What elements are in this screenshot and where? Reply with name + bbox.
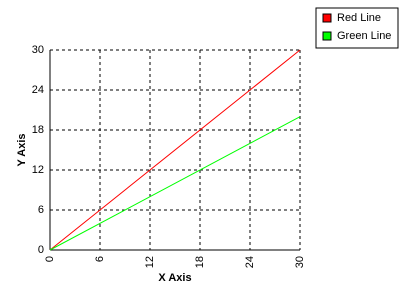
line [49,49,301,251]
x-axis-title: X Axis [158,272,191,284]
x-tick-label: 6 [94,256,106,262]
x-tick-label: 18 [194,256,206,268]
x-tick-label: 30 [294,256,306,268]
legend-label: Red Line [337,12,381,24]
y-tick-label: 30 [32,44,44,56]
x-tick-label: 24 [244,256,256,268]
x-tick-label: 12 [144,256,156,268]
legend-swatch [322,31,332,41]
y-tick-label: 12 [32,164,44,176]
y-tick-label: 0 [38,244,44,256]
line [49,116,301,251]
y-tick-label: 18 [32,124,44,136]
y-tick-label: 6 [38,204,44,216]
y-axis-title: Y Axis [16,133,28,166]
x-tick-label: 0 [44,256,56,262]
y-tick-label: 24 [32,84,44,96]
legend-swatch [322,13,332,23]
legend-label: Green Line [337,30,391,42]
